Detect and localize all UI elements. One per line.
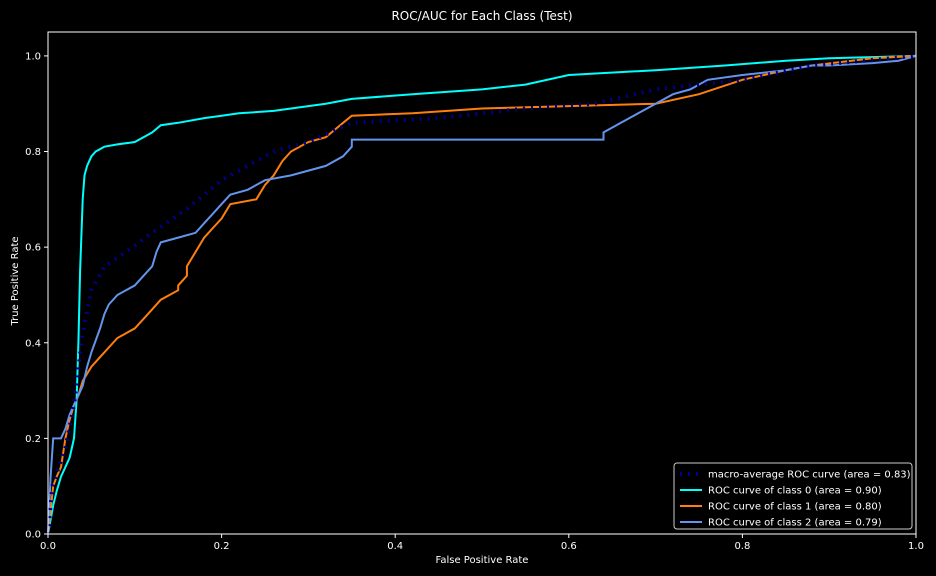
legend-label-1: ROC curve of class 0 (area = 0.90) bbox=[708, 486, 882, 497]
y-tick-label: 0.2 bbox=[25, 434, 41, 445]
series-line-3 bbox=[47, 54, 917, 535]
x-tick-label: 1.0 bbox=[908, 541, 924, 552]
axes-frame bbox=[47, 31, 917, 535]
legend-label-3: ROC curve of class 2 (area = 0.79) bbox=[708, 518, 882, 529]
x-tick-label: 0.4 bbox=[387, 541, 403, 552]
plot-area bbox=[46, 53, 917, 535]
x-tick-label: 0.8 bbox=[734, 541, 750, 552]
x-tick-label: 0.0 bbox=[40, 541, 56, 552]
y-tick-label: 0.8 bbox=[25, 147, 41, 158]
chart-title: ROC/AUC for Each Class (Test) bbox=[391, 9, 572, 23]
tick-layer: 0.0 0.2 0.4 0.6 0.8 1.0 0.0 0.2 0.4 0.6 0.8 1.0 bbox=[25, 51, 924, 552]
y-tick-label: 0.6 bbox=[25, 243, 41, 254]
y-tick-label: 0.4 bbox=[25, 338, 41, 349]
legend-box bbox=[673, 462, 913, 530]
y-axis-label: True Positive Rate bbox=[10, 236, 21, 326]
x-tick-label: 0.2 bbox=[214, 541, 230, 552]
legend-label-2: ROC curve of class 1 (area = 0.80) bbox=[708, 502, 882, 513]
x-tick-label: 0.6 bbox=[561, 541, 577, 552]
y-tick-label: 1.0 bbox=[25, 51, 41, 62]
series-line-1 bbox=[47, 54, 917, 535]
series-line-0 bbox=[46, 53, 917, 535]
legend: macro-average ROC curve (area = 0.83) ROC… bbox=[673, 462, 913, 530]
y-tick-label: 0.0 bbox=[25, 530, 41, 541]
x-axis-label: False Positive Rate bbox=[436, 555, 529, 566]
legend-label-0: macro-average ROC curve (area = 0.83) bbox=[708, 470, 911, 481]
